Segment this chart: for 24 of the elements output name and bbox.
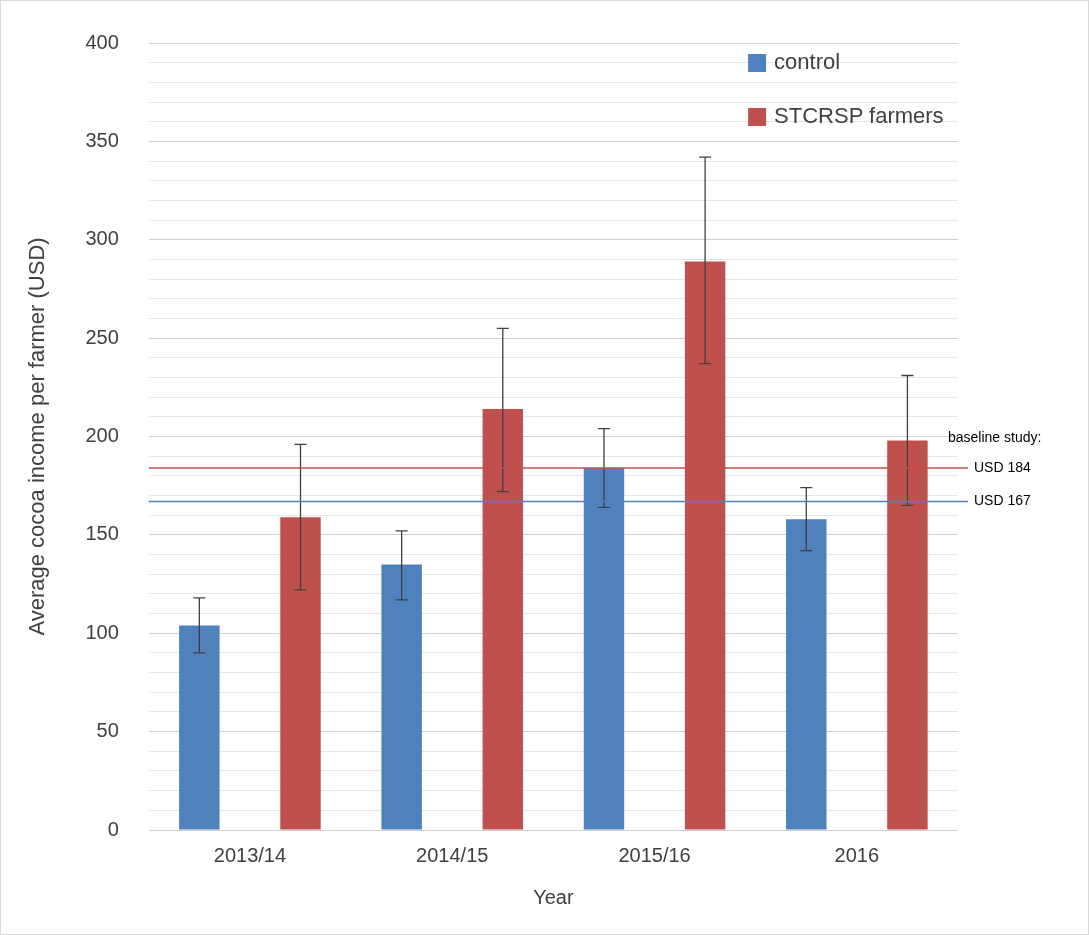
y-tick-label: 100 (85, 620, 119, 643)
bar (280, 517, 321, 830)
y-tick-label: 400 (85, 30, 119, 53)
y-axis-title: Average cocoa income per farmer (USD) (24, 237, 50, 636)
ref-line-label: USD 184 (974, 458, 1032, 475)
x-tick-label: 2016 (834, 843, 880, 866)
x-axis-title: Year (533, 885, 574, 908)
x-tick-label: 2015/16 (618, 843, 691, 866)
y-tick-label: 250 (85, 325, 119, 348)
y-tick-label: 50 (96, 719, 119, 742)
y-tick-label: 350 (85, 128, 119, 151)
legend-label: control (774, 49, 841, 75)
legend-label: STCRSP farmers (774, 103, 944, 129)
y-tick-label: 200 (85, 424, 119, 447)
x-tick-label: 2013/14 (213, 843, 287, 866)
y-tick-label: 300 (85, 227, 119, 250)
bar (786, 519, 827, 830)
bar (381, 564, 422, 830)
bar (179, 625, 220, 830)
annotation: baseline study: (948, 428, 1042, 445)
x-tick-label: 2014/15 (416, 843, 489, 866)
ref-line-label: USD 167 (974, 492, 1032, 509)
y-tick-label: 150 (85, 522, 119, 545)
y-tick-label: 0 (107, 817, 119, 840)
